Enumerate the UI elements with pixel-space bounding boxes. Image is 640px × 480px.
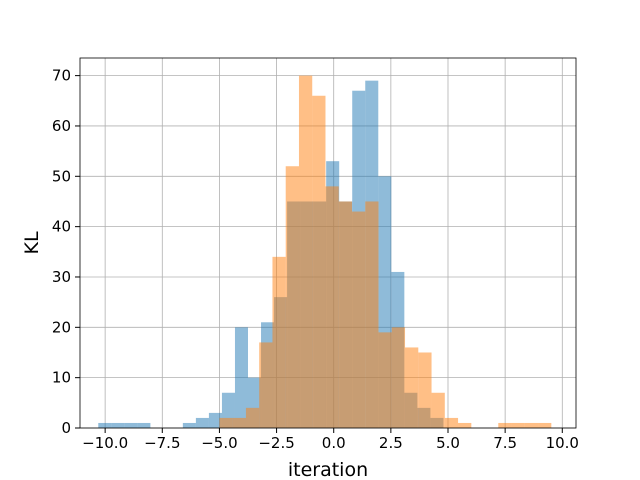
histogram-bar-series-2 [378,332,392,428]
histogram-bar-series-2 [312,95,326,429]
x-axis-label: iteration [288,459,368,480]
x-tick-label: −7.5 [144,434,180,452]
x-tick-label: 10.0 [546,434,579,452]
x-tick-label: 7.5 [493,434,517,452]
y-tick-label: 30 [52,268,71,286]
histogram-bar-series-1 [98,422,112,428]
histogram-bar-series-1 [182,422,196,428]
x-tick-label: −2.5 [258,434,294,452]
x-tick-label: 0.0 [322,434,346,452]
y-tick-label: 60 [52,117,71,135]
plot-frame [79,57,577,429]
x-tick-label: 2.5 [379,434,403,452]
y-tick-label: 20 [52,318,71,336]
x-tick-label: −10.0 [82,434,128,452]
histogram-bar-series-1 [124,422,138,428]
y-tick-label: 40 [52,218,71,236]
y-tick-label: 0 [61,419,71,437]
histogram-bar-series-2 [444,417,459,428]
histogram-bar-series-2 [511,422,525,428]
histogram-bar-series-1 [195,417,209,428]
histogram-bar-series-2 [232,417,246,428]
x-tick-label: 5.0 [436,434,460,452]
histogram-bar-series-2 [338,201,352,428]
histogram-bar-series-2 [259,342,273,428]
y-tick-label: 70 [52,67,71,85]
histogram-bar-series-2 [325,186,339,428]
histogram-bar-series-2 [285,166,299,428]
histogram-bar-series-1 [234,327,248,428]
axis-ticks: −10.0 −7.5 −5.0 −2.5 0.0 2.5 5.0 7.5 10.0 0 10 20 30… [52,67,579,452]
histogram-bar-series-2 [245,407,260,428]
histogram-bar-series-2 [524,422,539,428]
y-tick-label: 50 [52,167,71,185]
histogram-bar-series-2 [272,256,286,428]
y-axis-label: KL [21,231,43,254]
histogram-bar-series-2 [365,201,379,428]
histogram-bar-series-1 [208,412,222,428]
histogram-bar-series-2 [458,422,472,428]
histogram-bars [98,75,552,429]
histogram-bar-series-2 [498,422,512,428]
histogram-bar-series-2 [418,352,432,428]
histogram-bar-series-1 [137,422,151,428]
histogram-bar-series-2 [352,211,366,428]
histogram-bar-series-2 [391,327,406,428]
histogram-bar-series-2 [405,347,419,428]
histogram-bar-series-2 [298,75,313,428]
histogram-bar-series-2 [538,422,552,428]
histogram-bar-series-2 [431,392,445,428]
histogram-bar-series-1 [111,422,125,428]
y-tick-label: 10 [52,369,71,387]
x-tick-label: −5.0 [201,434,237,452]
histogram-bar-series-2 [219,417,233,428]
